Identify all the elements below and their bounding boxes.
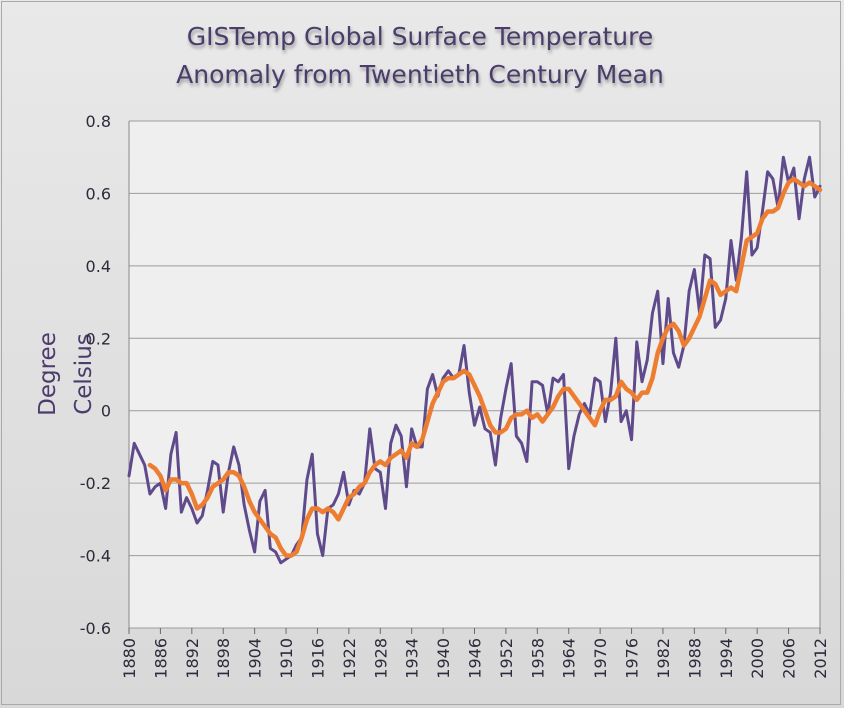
x-tick-label: 1982: [654, 638, 673, 679]
x-axis-ticks: 1880 1886 1892 1898 1904 1910 1916 1922 1928 1934…: [120, 628, 830, 679]
x-tick-label: 1880: [120, 638, 139, 679]
y-tick-label: 0.2: [86, 329, 111, 348]
x-tick-label: 1976: [623, 638, 642, 679]
chart-title: GISTemp Global Surface Temperature Anoma…: [60, 18, 780, 94]
x-tick-label: 1946: [466, 638, 485, 679]
chart-title-line-1: GISTemp Global Surface Temperature: [186, 22, 654, 51]
x-tick-label: 2012: [811, 638, 830, 679]
y-tick-label: -0.2: [80, 474, 111, 493]
y-tick-label: 0.4: [86, 257, 111, 276]
x-tick-label: 1892: [183, 638, 202, 679]
x-tick-label: 1928: [371, 638, 390, 679]
smoothed-series-line: [147, 176, 823, 558]
x-tick-label: 1940: [434, 638, 453, 679]
x-tick-label: 1988: [685, 638, 704, 679]
x-tick-label: 1952: [497, 638, 516, 679]
x-tick-label: 1934: [403, 638, 422, 679]
x-tick-label: 1898: [214, 638, 233, 679]
plot-area: [129, 121, 820, 628]
x-tick-label: 1994: [717, 638, 736, 679]
x-tick-label: 2000: [748, 638, 767, 679]
x-tick-label: 1910: [277, 638, 296, 679]
y-tick-label: 0.8: [86, 112, 111, 131]
y-tick-label: 0: [101, 402, 111, 421]
series-layer: [127, 155, 823, 565]
y-tick-label: -0.6: [80, 619, 111, 638]
y-axis-ticks: 0.8 0.6 0.4 0.2 0 -0.2 -0.4 -0.6: [80, 112, 111, 638]
x-tick-label: 1958: [528, 638, 547, 679]
annual-series-line: [127, 155, 822, 565]
x-tick-label: 1964: [560, 638, 579, 679]
y-tick-label: -0.4: [80, 547, 111, 566]
x-tick-label: 1970: [591, 638, 610, 679]
y-tick-label: 0.6: [86, 184, 111, 203]
x-tick-label: 1886: [151, 638, 170, 679]
x-tick-label: 1922: [340, 638, 359, 679]
chart-title-line-2: Anomaly from Twentieth Century Mean: [176, 60, 664, 89]
x-tick-label: 2006: [780, 638, 799, 679]
x-tick-label: 1916: [308, 638, 327, 679]
x-tick-label: 1904: [246, 638, 265, 679]
